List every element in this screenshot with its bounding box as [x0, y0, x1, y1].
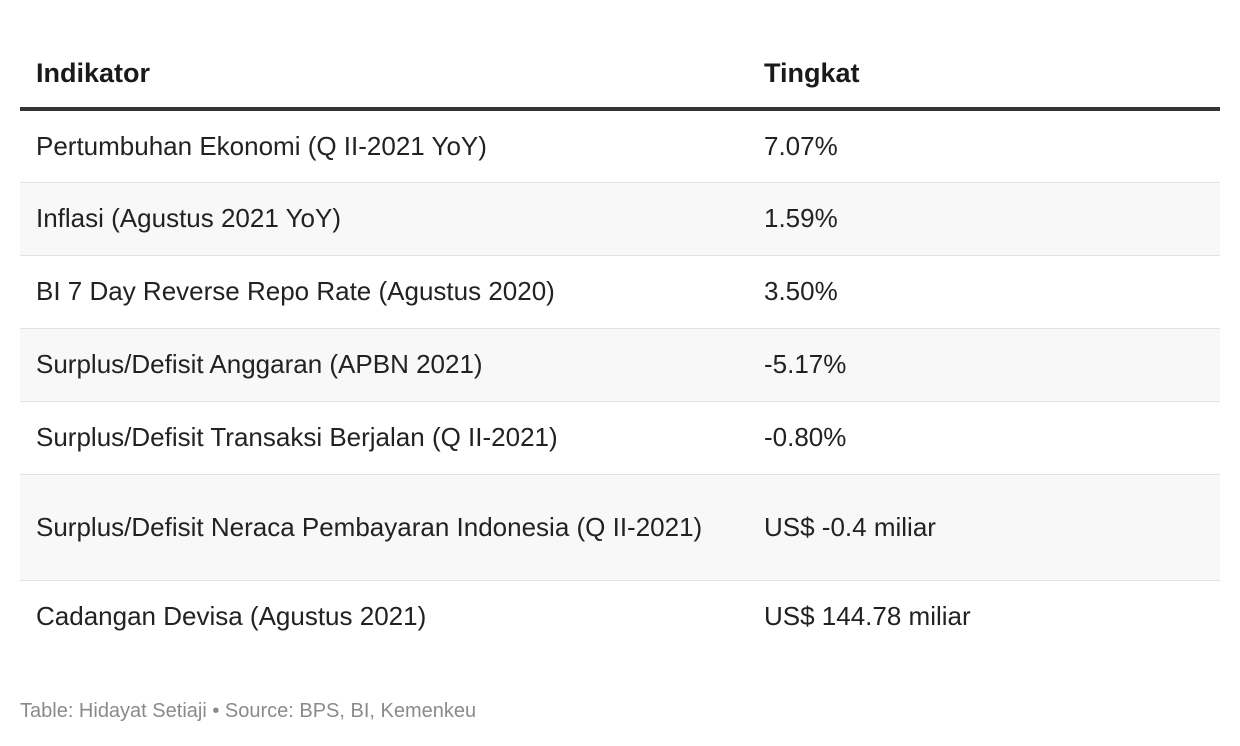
- table-header: Indikator Tingkat: [20, 40, 1220, 111]
- indicator-cell: Pertumbuhan Ekonomi (Q II-2021 YoY): [20, 109, 748, 183]
- table-row: Surplus/Defisit Transaksi Berjalan (Q II…: [20, 401, 1220, 475]
- value-cell: -5.17%: [748, 328, 1220, 402]
- table-row: Surplus/Defisit Anggaran (APBN 2021) -5.…: [20, 328, 1220, 402]
- value-cell: US$ -0.4 miliar: [748, 474, 1220, 581]
- indicator-cell: Inflasi (Agustus 2021 YoY): [20, 182, 748, 256]
- table-row: Inflasi (Agustus 2021 YoY) 1.59%: [20, 182, 1220, 256]
- value-cell: 3.50%: [748, 255, 1220, 329]
- header-row: Indikator Tingkat: [20, 40, 1220, 111]
- table-body: Pertumbuhan Ekonomi (Q II-2021 YoY) 7.07…: [20, 109, 1220, 653]
- indicator-cell: BI 7 Day Reverse Repo Rate (Agustus 2020…: [20, 255, 748, 329]
- indicator-cell: Cadangan Devisa (Agustus 2021): [36, 601, 427, 632]
- table-row: Cadangan Devisa (Agustus 2021) US$ 144.7…: [20, 580, 1220, 653]
- indicator-cell: Surplus/Defisit Transaksi Berjalan (Q II…: [20, 401, 748, 475]
- indicator-cell: Surplus/Defisit Anggaran (APBN 2021): [20, 328, 748, 402]
- column-header-tingkat: Tingkat: [748, 40, 1220, 111]
- value-cell: 7.07%: [748, 109, 1220, 183]
- table-row: Surplus/Defisit Neraca Pembayaran Indone…: [20, 474, 1220, 581]
- source-credit: Table: Hidayat Setiaji • Source: BPS, BI…: [20, 700, 477, 722]
- indicator-cell: Surplus/Defisit Neraca Pembayaran Indone…: [20, 474, 748, 581]
- table-row: BI 7 Day Reverse Repo Rate (Agustus 2020…: [20, 255, 1220, 329]
- column-header-indikator: Indikator: [20, 40, 748, 111]
- value-cell: -0.80%: [748, 401, 1220, 475]
- table-row: Pertumbuhan Ekonomi (Q II-2021 YoY) 7.07…: [20, 109, 1220, 183]
- value-cell: 1.59%: [748, 182, 1220, 256]
- data-table-container: Indikator Tingkat Pertumbuhan Ekonomi (Q…: [20, 40, 1220, 653]
- value-cell: US$ 144.78 miliar: [764, 601, 971, 632]
- indicator-table: Indikator Tingkat Pertumbuhan Ekonomi (Q…: [20, 40, 1220, 653]
